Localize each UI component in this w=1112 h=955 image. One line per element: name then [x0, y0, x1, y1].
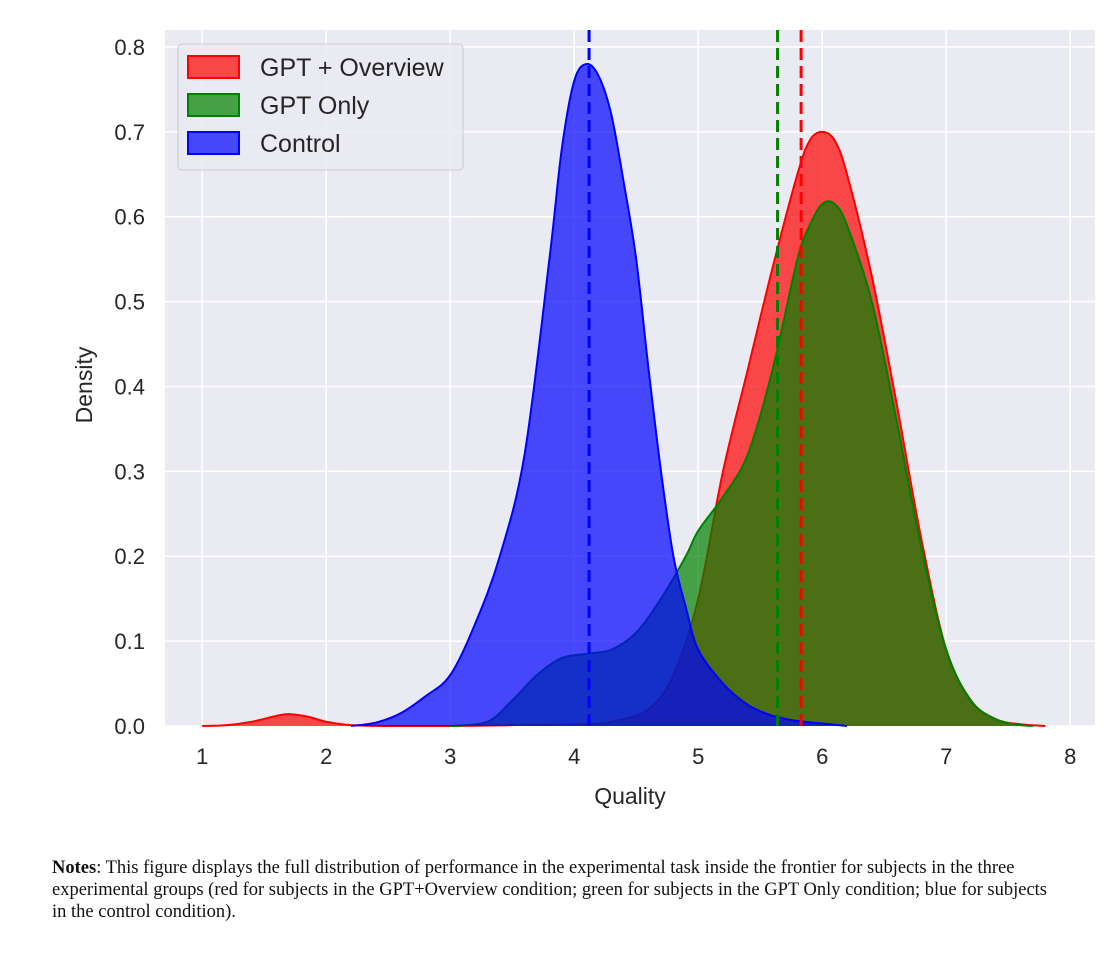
x-tick-label: 5	[692, 744, 704, 769]
x-axis-label: Quality	[594, 783, 666, 809]
mean-lines	[587, 30, 803, 726]
legend-swatch-0	[187, 55, 240, 79]
y-tick-label: 0.5	[114, 290, 145, 315]
density-curve-2	[350, 62, 848, 727]
density-areas	[202, 62, 1046, 728]
legend-label-1: GPT Only	[260, 92, 370, 120]
x-tick-label: 4	[568, 744, 580, 769]
density-area-1	[450, 201, 1033, 727]
density-chart: 1 2 3 4 5 6 7 8 0.0 0.1 0.2 0.3 0.4 0.5 0.6 0.7 0.8 Qua…	[71, 30, 1095, 809]
x-tick-label: 8	[1064, 744, 1076, 769]
legend: GPT + Overview GPT Only Control	[177, 43, 464, 171]
y-axis-label: Density	[71, 346, 97, 423]
y-tick-label: 0.6	[114, 205, 145, 230]
legend-swatch-1	[187, 93, 240, 117]
y-tick-label: 0.2	[114, 544, 145, 569]
x-tick-label: 2	[320, 744, 332, 769]
y-tick-label: 0.1	[114, 629, 145, 654]
notes-text: : This figure displays the full distribu…	[52, 858, 1047, 922]
y-tick-label: 0.0	[114, 714, 145, 739]
legend-box	[177, 43, 464, 171]
density-area-2	[351, 63, 847, 726]
y-tick-label: 0.3	[114, 459, 145, 484]
legend-label-0: GPT + Overview	[260, 54, 445, 82]
y-tick-label: 0.4	[114, 374, 145, 399]
x-tick-label: 1	[196, 744, 208, 769]
x-tick-labels: 1 2 3 4 5 6 7 8	[196, 744, 1076, 769]
y-tick-label: 0.7	[114, 120, 145, 145]
notes-label: Notes	[52, 858, 97, 878]
figure-notes: Notes: This figure displays the full dis…	[52, 857, 1052, 923]
x-tick-label: 3	[444, 744, 456, 769]
x-tick-label: 7	[940, 744, 952, 769]
legend-swatch-2	[187, 131, 240, 155]
density-curve-0	[202, 130, 1046, 728]
y-tick-labels: 0.0 0.1 0.2 0.3 0.4 0.5 0.6 0.7 0.8	[114, 35, 145, 739]
y-tick-label: 0.8	[114, 35, 145, 60]
x-tick-label: 6	[816, 744, 828, 769]
legend-label-2: Control	[260, 130, 341, 158]
